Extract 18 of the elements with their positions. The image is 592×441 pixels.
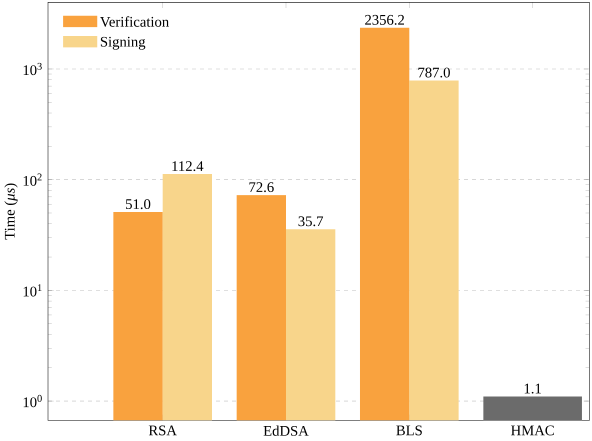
data-label: 51.0 (126, 199, 150, 209)
y-axis-title: Time (μs) (4, 183, 18, 240)
x-tick-label: BLS (396, 425, 422, 436)
data-label: 112.4 (172, 161, 204, 171)
legend-label: Signing (100, 36, 146, 50)
data-label: 35.7 (298, 216, 324, 226)
data-label: 787.0 (418, 67, 450, 78)
y-tick-label: 10$^{1}$ (24, 284, 42, 296)
y-tick-label: 10$^{2}$ (24, 173, 42, 186)
x-tick-label: RSA (148, 425, 177, 436)
data-label: 2356.2 (365, 14, 404, 25)
data-label: 72.6 (249, 182, 274, 192)
legend-label: Verification (100, 16, 169, 27)
data-label: 1.1 (524, 384, 541, 394)
y-tick-label: 10$^{3}$ (24, 62, 42, 75)
x-tick-label: EdDSA (264, 425, 309, 436)
y-tick-label: 10$^{0}$ (24, 394, 42, 408)
x-tick-label: HMAC (511, 425, 554, 436)
